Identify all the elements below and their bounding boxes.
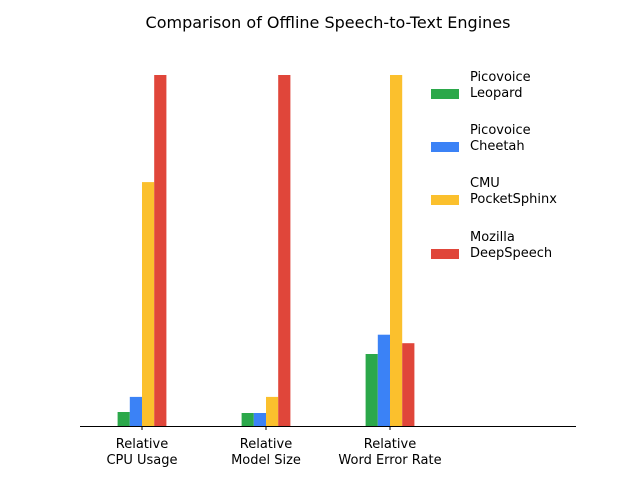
x-tick-group: Relative CPU Usage Relative Model Size Relat… bbox=[106, 426, 442, 468]
bar-picovoice-cheetah-3 bbox=[377, 334, 390, 426]
bar-picovoice-leopard-3 bbox=[365, 354, 378, 426]
bar-mozilla-deepspeech-1 bbox=[154, 75, 167, 426]
legend-swatch bbox=[431, 89, 459, 99]
bar-picovoice-leopard-2 bbox=[241, 413, 254, 426]
legend: Picovoice Leopard Picovoice Cheetah CMU Pocke… bbox=[431, 70, 557, 261]
bar-picovoice-cheetah-2 bbox=[253, 413, 266, 426]
legend-swatch bbox=[431, 249, 459, 259]
legend-label: CMU PocketSphinx bbox=[470, 176, 557, 207]
bar-mozilla-deepspeech-3 bbox=[402, 343, 415, 426]
bar-picovoice-leopard-1 bbox=[117, 412, 130, 426]
x-tick-label: Relative Word Error Rate bbox=[338, 437, 441, 468]
bar-cmu-pocketsphinx-3 bbox=[390, 75, 403, 426]
x-tick-label: Relative CPU Usage bbox=[106, 437, 177, 468]
legend-label: Picovoice Leopard bbox=[470, 70, 531, 101]
bar-mozilla-deepspeech-2 bbox=[278, 75, 291, 426]
legend-label: Mozilla DeepSpeech bbox=[470, 230, 552, 261]
bar-cmu-pocketsphinx-1 bbox=[142, 182, 155, 426]
bar-cmu-pocketsphinx-2 bbox=[266, 396, 279, 426]
chart-title: Comparison of Offline Speech-to-Text Eng… bbox=[146, 13, 511, 32]
legend-swatch bbox=[431, 142, 459, 152]
bar-picovoice-cheetah-1 bbox=[129, 396, 142, 426]
legend-swatch bbox=[431, 195, 459, 205]
x-tick-label: Relative Model Size bbox=[231, 437, 301, 468]
bar-group bbox=[117, 75, 415, 426]
legend-label: Picovoice Cheetah bbox=[470, 123, 531, 154]
